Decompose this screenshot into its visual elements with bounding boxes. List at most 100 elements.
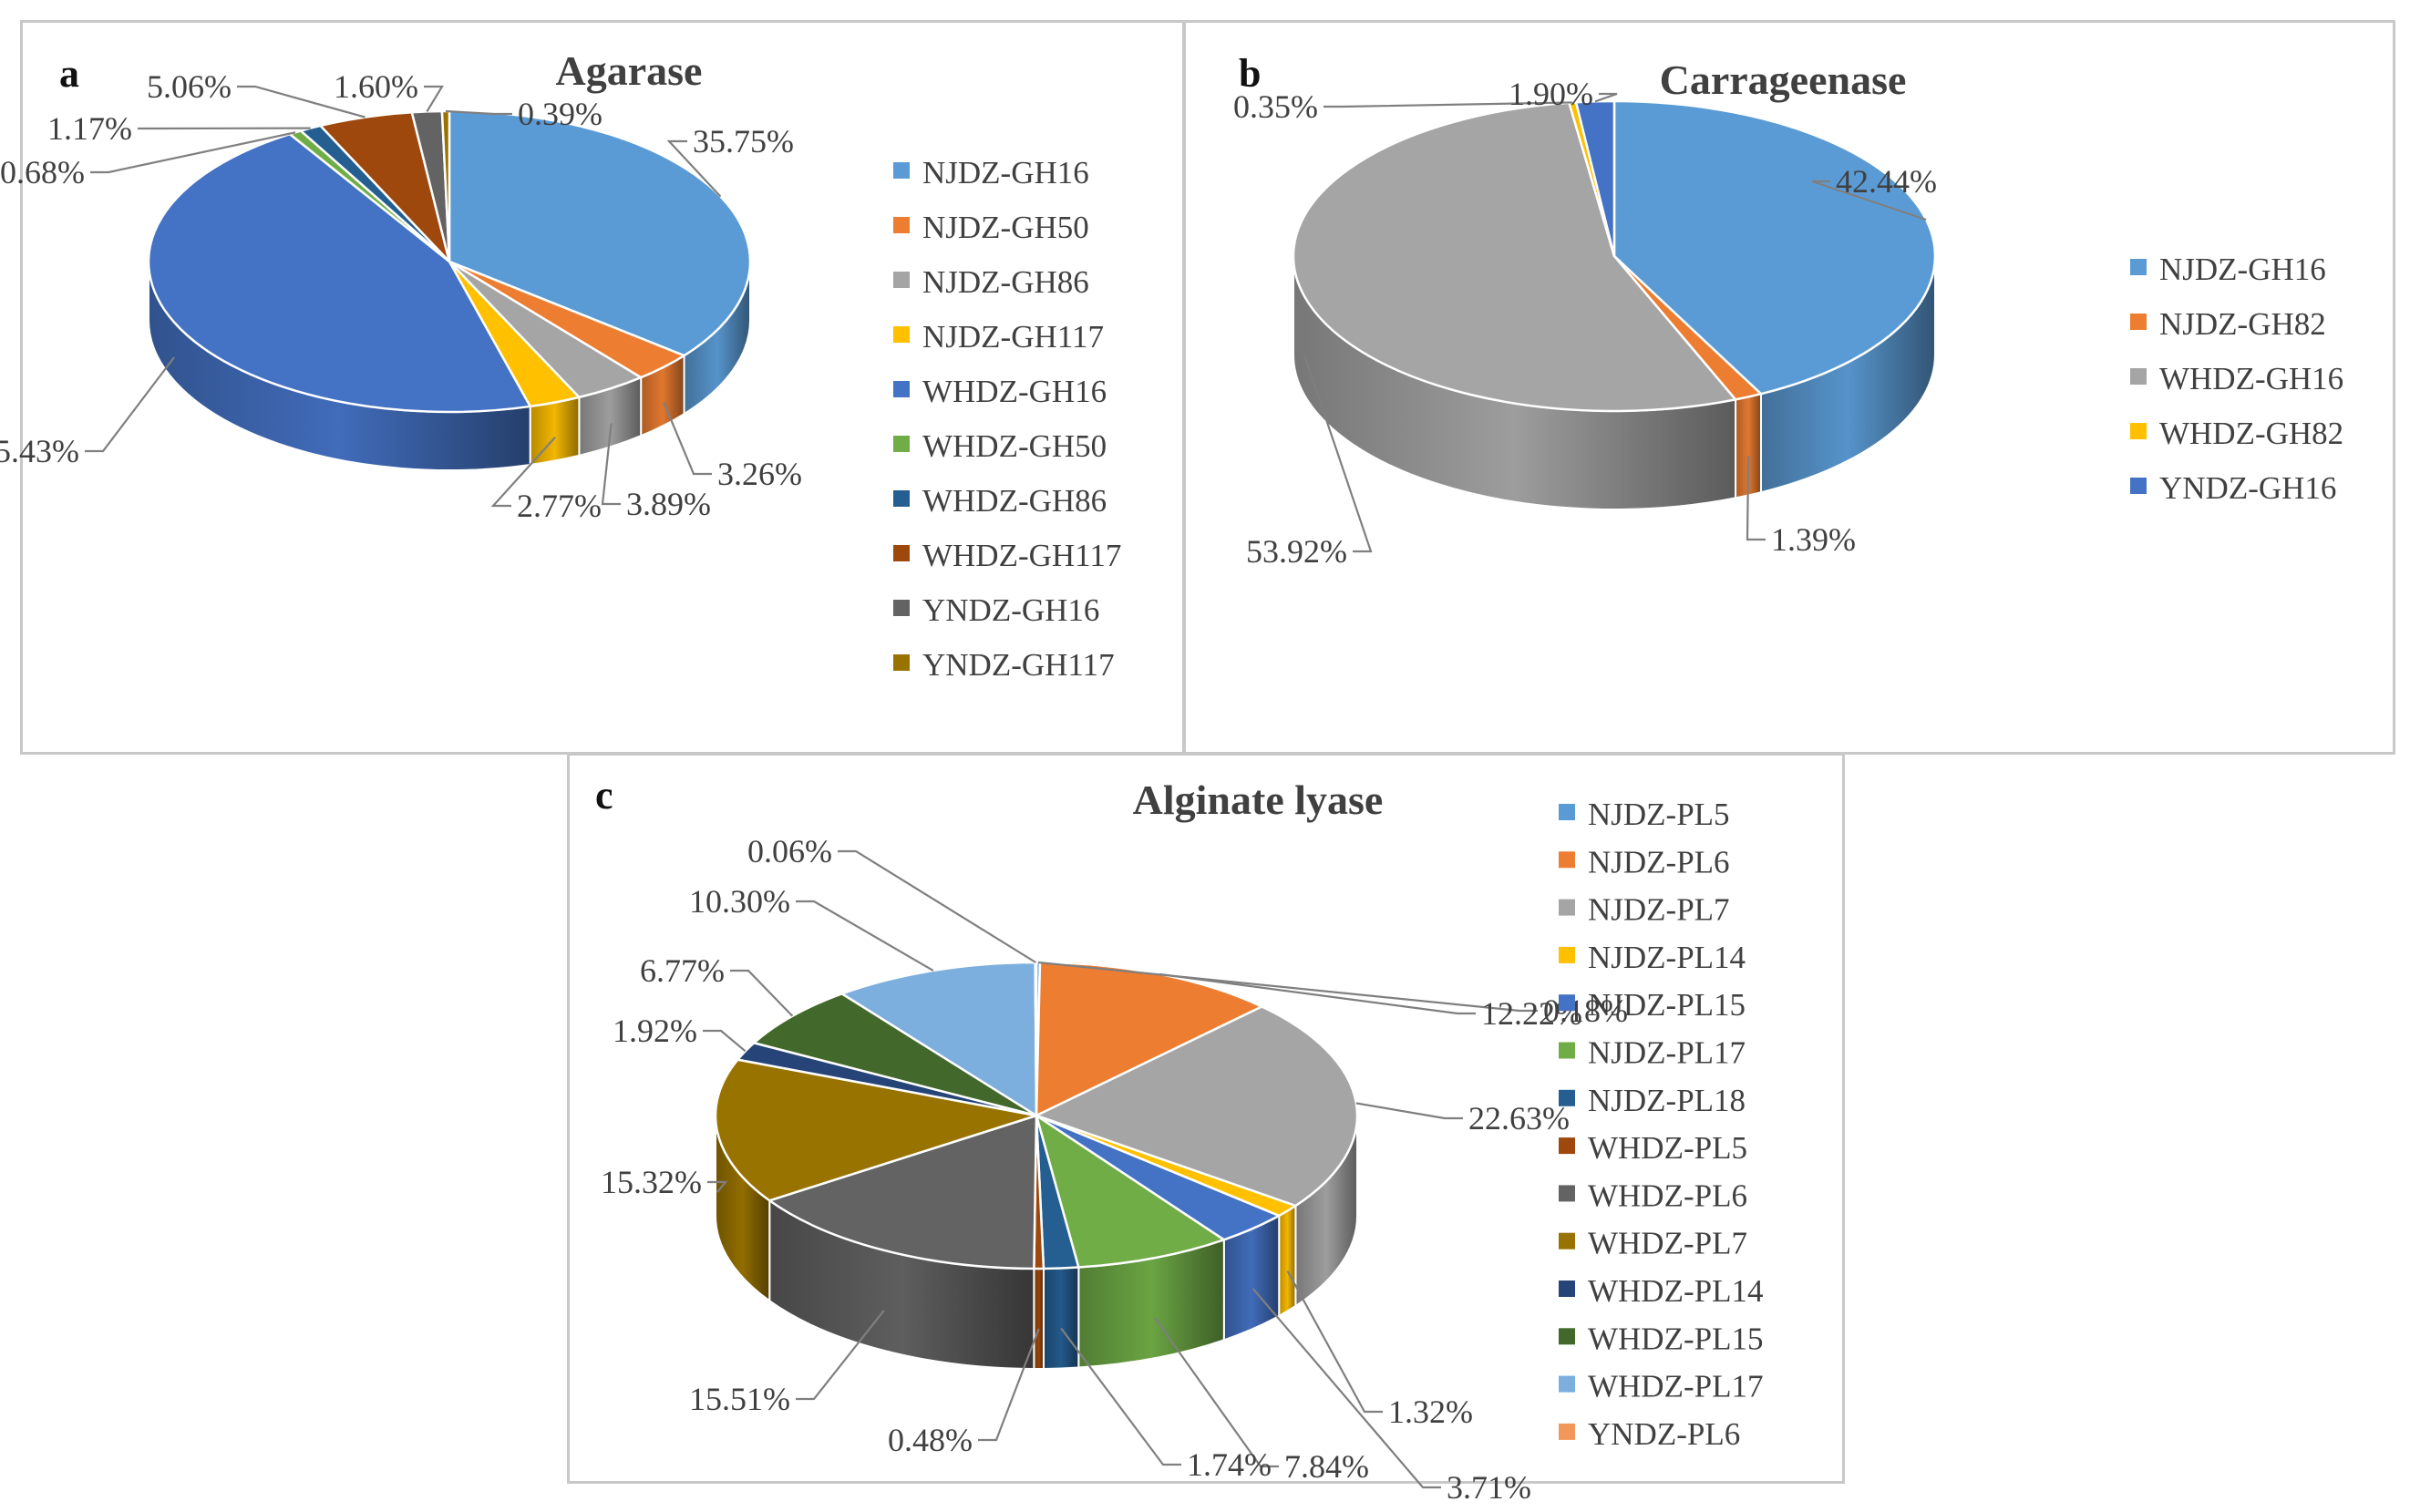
legend-label-whdz-gh16: WHDZ-GH16	[922, 374, 1107, 409]
leader-line-njdz-pl17	[1154, 1317, 1279, 1468]
leader-line-whdz-gh16	[85, 356, 175, 453]
legend-label-yndz-gh16: YNDZ-GH16	[2159, 470, 2336, 506]
data-label-njdz-pl14: 1.32%	[1388, 1394, 1473, 1430]
legend-swatch-njdz-gh16	[2130, 259, 2147, 275]
leader-line-whdz-pl7	[707, 1180, 728, 1193]
leader-line-whdz-pl6	[796, 1310, 885, 1401]
pie-slice-njdz-pl17	[1035, 1114, 1226, 1269]
legend-label-yndz-gh117: YNDZ-GH117	[922, 647, 1115, 683]
legend-swatch-yndz-gh117	[893, 654, 910, 671]
pie-slice-whdz-gh16	[147, 132, 531, 414]
legend-swatch-whdz-pl17	[1559, 1375, 1575, 1393]
legend-swatch-njdz-gh82	[2130, 314, 2147, 330]
data-label-whdz-pl5: 0.48%	[888, 1422, 973, 1458]
leader-line-whdz-gh50	[90, 131, 296, 174]
legend-swatch-yndz-pl6	[1559, 1423, 1575, 1440]
carrageenase-pie-chart: b 42.44% 1.39% 53.92% 0.35% 1.90% Carrageenas…	[1233, 51, 2343, 570]
chart-title: Carrageenase	[1660, 57, 1907, 103]
leader-line-whdz-pl17	[796, 900, 934, 972]
panel-b: b 42.44% 1.39% 53.92% 0.35% 1.90% Carrageenas…	[1183, 20, 2395, 755]
panel-c: c 0.18% 12.22% 22.63% 1.32% 3.71% 7.84% 1.74% 0…	[567, 753, 1845, 1506]
legend-swatch-njdz-pl6	[1559, 851, 1575, 869]
legend-swatch-njdz-pl17	[1559, 1042, 1575, 1059]
leader-line-yndz-gh117	[445, 109, 512, 116]
legend-swatch-whdz-gh50	[893, 436, 910, 452]
leader-line-whdz-gh117	[237, 85, 366, 118]
data-label-whdz-gh82: 0.35%	[1233, 88, 1318, 125]
data-label-whdz-gh16: 53.92%	[1246, 533, 1347, 570]
legend-label-whdz-gh50: WHDZ-GH50	[922, 428, 1107, 464]
legend-label-whdz-pl7: WHDZ-PL7	[1588, 1226, 1747, 1261]
legend-label-njdz-gh117: NJDZ-GH117	[922, 319, 1104, 355]
legend-swatch-njdz-pl5	[1559, 804, 1575, 820]
pie-slice-yndz-pl6	[1034, 961, 1038, 1117]
data-label-whdz-gh86: 1.17%	[47, 110, 132, 147]
pie-slice-whdz-pl6	[768, 1114, 1038, 1270]
pie-slices	[1292, 99, 1937, 413]
legend-label-njdz-pl5: NJDZ-PL5	[1588, 797, 1730, 832]
pie-slice-side-whdz-pl5	[1033, 1267, 1045, 1370]
legend-label-whdz-gh117: WHDZ-GH117	[922, 538, 1121, 573]
pie-slice-whdz-pl17	[840, 961, 1038, 1117]
data-label-whdz-gh117: 5.06%	[147, 68, 232, 105]
data-label-njdz-pl7: 22.63%	[1468, 1100, 1570, 1137]
panel-a: a 35.75% 3.26%3.89% 2.77% 45.43% 0.68% 1.17% 5…	[0, 20, 1185, 755]
pie-data-labels: 35.75% 3.26%3.89% 2.77% 45.43% 0.68% 1.17% 5.0…	[0, 68, 802, 524]
legend-label-yndz-gh16: YNDZ-GH16	[922, 592, 1099, 628]
leader-line-njdz-gh117	[490, 437, 556, 508]
legend-swatch-njdz-pl7	[1559, 899, 1575, 916]
chart-title: Alginate lyase	[1133, 777, 1384, 823]
data-label-njdz-gh50: 3.26%	[717, 456, 802, 492]
leader-line-njdz-pl7	[1355, 1102, 1463, 1120]
legend-label-whdz-pl17: WHDZ-PL17	[1588, 1369, 1763, 1404]
agarase-pie-chart: a 35.75% 3.26%3.89% 2.77% 45.43% 0.68% 1.17% 5…	[0, 47, 1121, 683]
panel-letter-a: a	[59, 51, 79, 96]
data-label-njdz-pl18: 1.74%	[1187, 1446, 1272, 1483]
pie-side-walls	[148, 261, 751, 471]
legend-label-whdz-gh82: WHDZ-GH82	[2159, 416, 2343, 451]
leader-line-whdz-pl15	[730, 969, 794, 1017]
data-label-whdz-pl14: 1.92%	[613, 1013, 697, 1049]
legend-swatch-whdz-pl5	[1559, 1137, 1575, 1155]
legend-swatch-whdz-gh82	[2130, 423, 2147, 439]
legend-swatch-njdz-gh16	[893, 162, 910, 179]
pie-slice-njdz-pl7	[1035, 1005, 1359, 1208]
data-label-njdz-pl17: 7.84%	[1284, 1448, 1369, 1485]
alginate-lyase-pie-chart: c 0.18%12.22%22.63%1.32%3.71%7.84%1.74%0…	[595, 773, 1763, 1506]
data-label-whdz-pl17: 10.30%	[689, 883, 790, 920]
legend-label-njdz-gh50: NJDZ-GH50	[922, 210, 1089, 245]
legend-label-whdz-pl15: WHDZ-PL15	[1588, 1321, 1763, 1356]
legend-swatch-njdz-pl15	[1559, 994, 1575, 1012]
leader-line-njdz-gh86	[601, 423, 621, 506]
legend-swatch-njdz-gh50	[893, 217, 910, 233]
leader-line-njdz-gh82	[1746, 456, 1766, 541]
leader-line-whdz-pl14	[703, 1029, 747, 1053]
data-label-whdz-gh50: 0.68%	[0, 154, 85, 190]
data-label-yndz-gh117: 0.39%	[518, 96, 602, 132]
legend-swatch-whdz-pl15	[1559, 1328, 1575, 1345]
pie-data-labels: 0.18%12.22%22.63%1.32%3.71%7.84%1.74%0.4…	[601, 833, 1628, 1506]
leader-line-njdz-pl18	[1060, 1327, 1181, 1466]
legend-label-whdz-pl14: WHDZ-PL14	[1588, 1273, 1763, 1309]
chart-legend: NJDZ-GH16 NJDZ-GH82 WHDZ-GH16 WHDZ-GH82 YNDZ…	[2130, 252, 2343, 506]
legend-swatch-yndz-gh16	[893, 600, 910, 616]
data-label-njdz-gh117: 2.77%	[517, 488, 602, 524]
legend-swatch-whdz-gh16	[893, 381, 910, 397]
legend-swatch-whdz-gh86	[893, 490, 910, 507]
legend-label-njdz-gh82: NJDZ-GH82	[2159, 306, 2326, 342]
legend-label-njdz-pl6: NJDZ-PL6	[1588, 844, 1730, 879]
pie-slice-side-njdz-pl14	[1278, 1204, 1297, 1318]
legend-label-njdz-pl7: NJDZ-PL7	[1588, 892, 1730, 928]
pie-side-walls	[715, 1115, 1358, 1370]
data-label-njdz-pl15: 3.71%	[1447, 1469, 1531, 1506]
legend-label-njdz-pl15: NJDZ-PL15	[1588, 987, 1746, 1023]
legend-label-whdz-gh16: WHDZ-GH16	[2159, 361, 2343, 396]
leader-line-njdz-gh16	[666, 139, 722, 198]
leader-line-whdz-gh82	[1323, 101, 1573, 108]
panel-letter-b: b	[1239, 51, 1261, 96]
pie-slices	[714, 961, 1359, 1270]
leader-line-yndz-pl6	[838, 849, 1036, 963]
data-label-yndz-gh16: 1.90%	[1509, 76, 1593, 112]
panel-letter-c: c	[595, 773, 613, 818]
legend-label-njdz-gh86: NJDZ-GH86	[922, 264, 1089, 300]
